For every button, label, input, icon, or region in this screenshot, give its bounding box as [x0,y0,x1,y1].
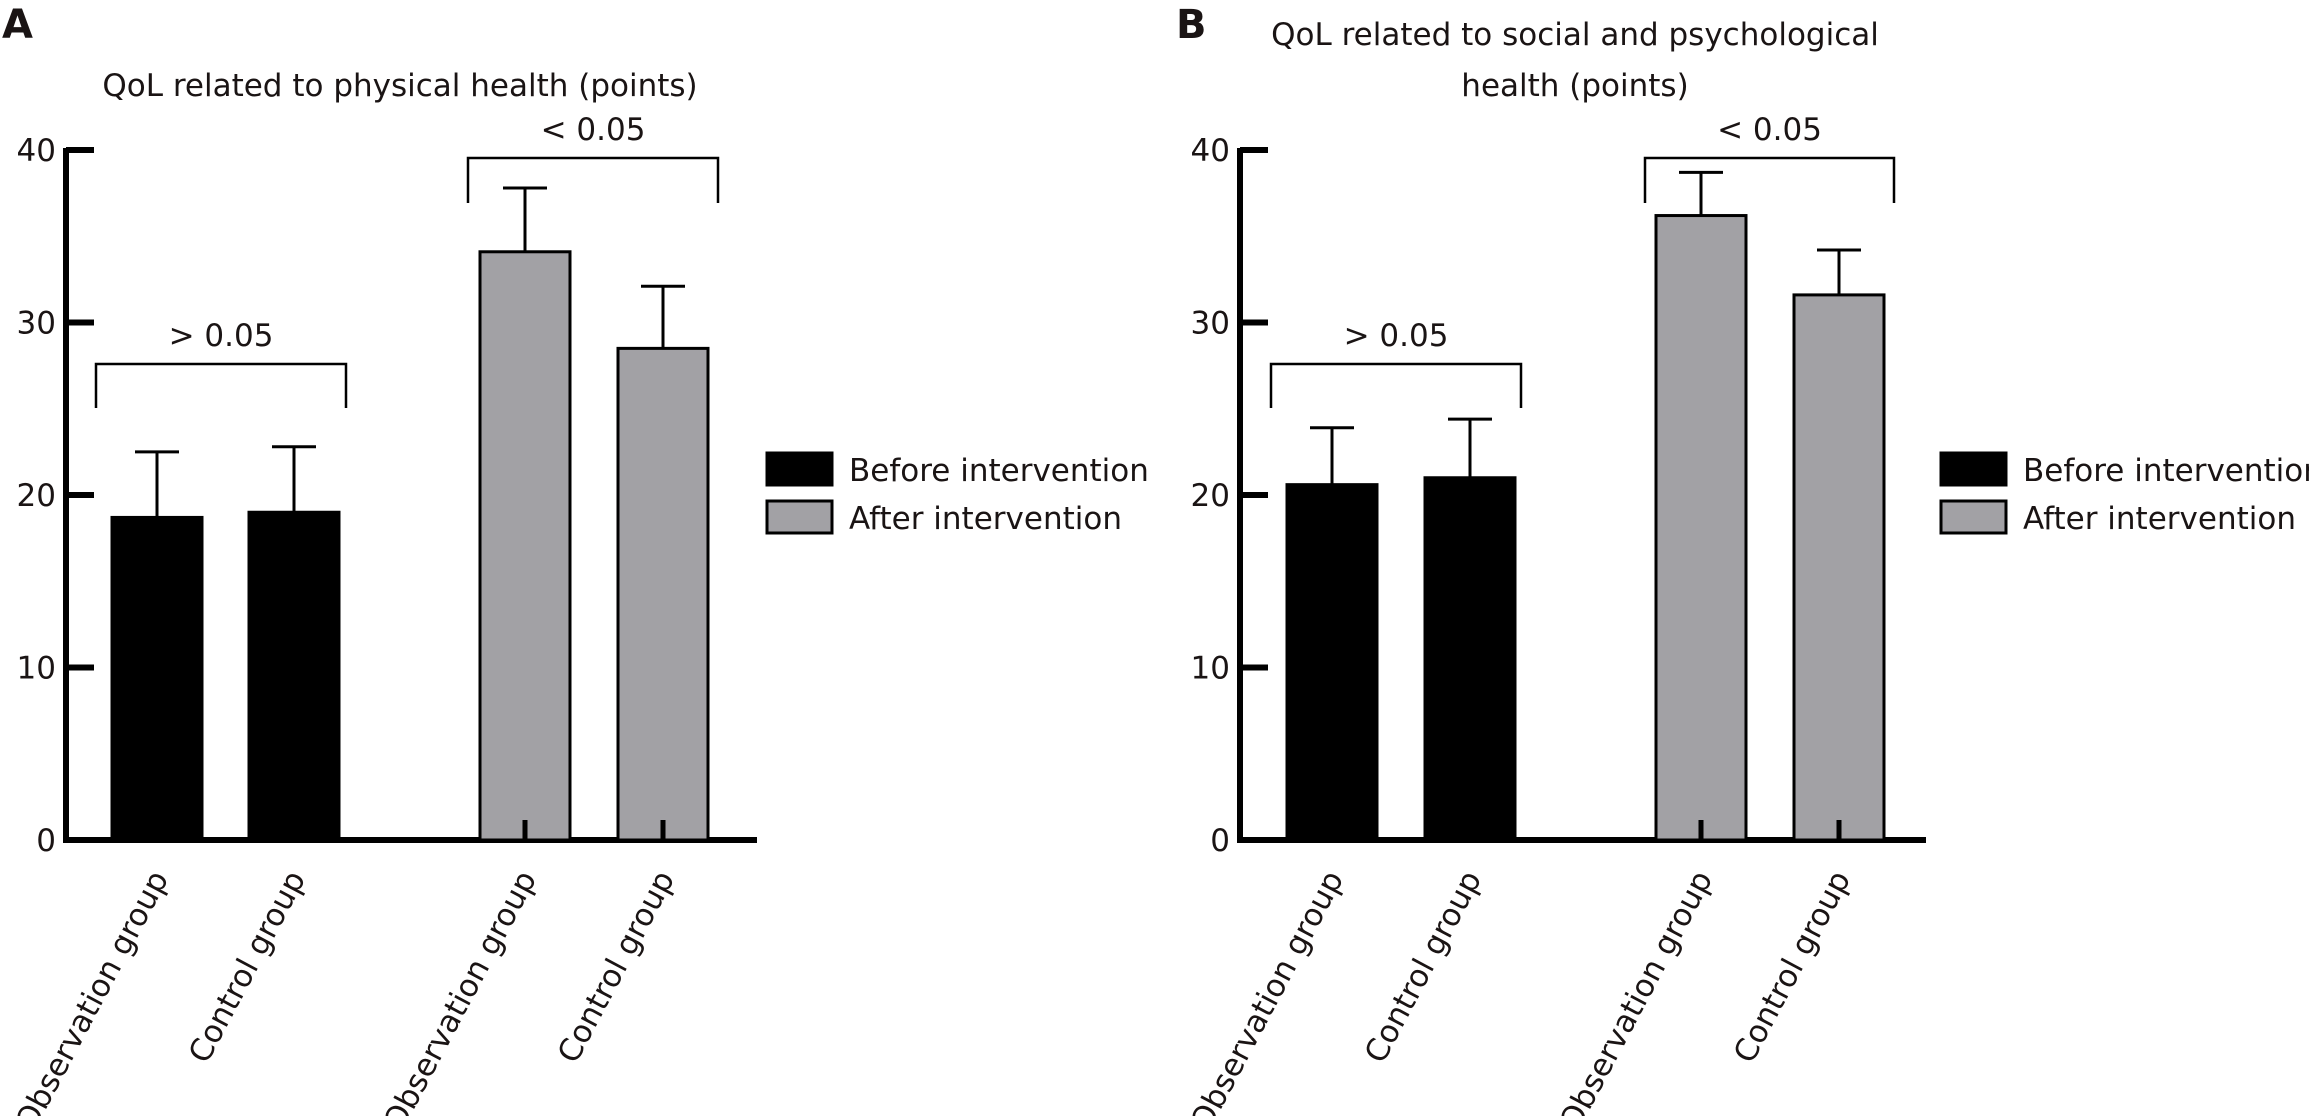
panel-label: B [1176,2,1207,48]
chart-title: health (points) [1461,68,1688,104]
legend: Before intervention After intervention [765,451,1149,537]
significance-bracket [1643,156,1896,203]
legend-swatch [1939,499,2008,535]
bar [616,346,710,842]
bar [478,250,572,842]
y-tick-label: 40 [1191,133,1230,169]
y-tick-label: 30 [1191,306,1230,342]
panel-b: B QoL related to social and psychological… [1176,2,2309,1116]
x-tick-label: Observation group [9,865,176,1116]
bar [1792,293,1886,842]
x-tick-label: Control group [1358,865,1489,1069]
x-tick-label: Control group [182,865,313,1069]
y-tick-label: 0 [36,823,56,859]
chart-title: QoL related to physical health (points) [102,68,697,104]
panel-a: A QoL related to physical health (points)… [2,2,1149,1116]
legend-swatch [765,499,834,535]
y-tick-label: 10 [17,651,56,687]
bar [1423,476,1517,842]
y-tick-label: 20 [1191,478,1230,514]
significance-bracket [94,362,348,408]
legend-swatch [1939,451,2008,487]
y-tick-label: 40 [17,133,56,169]
significance-bracket [466,156,720,203]
panel-label: A [2,2,33,48]
y-tick-label: 20 [17,478,56,514]
chart-title: QoL related to social and psychological [1271,17,1879,53]
x-tick-label: Observation group [1553,865,1720,1116]
bar [247,510,341,842]
significance-label: > 0.05 [169,318,274,354]
legend-label: Before intervention [2023,453,2309,489]
x-tick-label: Control group [551,865,682,1069]
legend-label: After intervention [2023,501,2296,537]
y-tick-label: 30 [17,306,56,342]
significance-label: < 0.05 [541,112,646,148]
x-tick-label: Observation group [377,865,544,1116]
significance-bracket [1269,362,1523,408]
bar [110,515,204,842]
bar [1285,483,1379,842]
y-tick-label: 10 [1191,651,1230,687]
x-tick-label: Control group [1727,865,1858,1069]
legend: Before intervention After intervention [1939,451,2309,537]
x-tick-label: Observation group [1184,865,1351,1116]
legend-swatch [765,451,834,487]
significance-label: > 0.05 [1344,318,1449,354]
significance-label: < 0.05 [1717,112,1822,148]
bar [1654,214,1748,842]
y-tick-label: 0 [1210,823,1230,859]
legend-label: Before intervention [849,453,1149,489]
legend-label: After intervention [849,501,1122,537]
